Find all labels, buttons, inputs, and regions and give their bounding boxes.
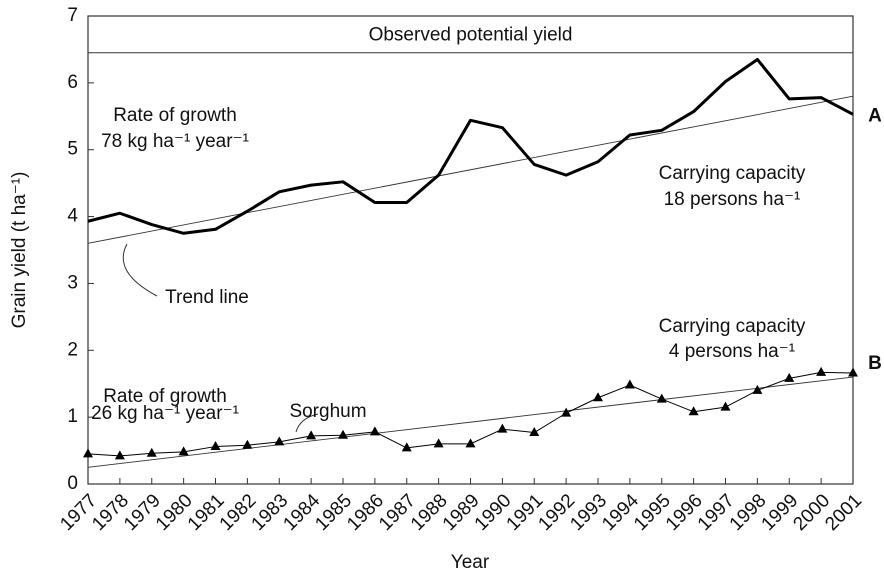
triangle-marker [497, 423, 508, 433]
annotation: 18 persons ha⁻¹ [664, 189, 801, 210]
annotation: Carrying capacity [659, 316, 806, 337]
triangle-marker [83, 448, 93, 458]
y-tick-label: 2 [67, 339, 78, 360]
sorghum-callout [295, 413, 319, 433]
y-tick-label: 6 [67, 72, 78, 93]
triangle-marker [146, 447, 157, 457]
triangle-marker [433, 438, 444, 448]
annotation: 4 persons ha⁻¹ [669, 341, 795, 362]
triangle-marker [465, 438, 476, 448]
annotation: 26 kg ha⁻¹ year⁻¹ [91, 403, 239, 424]
triangle-marker [561, 407, 572, 417]
series-line [87, 57, 854, 235]
y-tick-label: 5 [67, 139, 78, 160]
y-tick-label: 0 [67, 473, 78, 494]
triangle-marker [274, 436, 285, 446]
triangle-marker [624, 379, 635, 389]
series-label: B [868, 353, 882, 374]
annotation: Trend line [165, 287, 249, 308]
annotation: Sorghum [289, 401, 366, 422]
annotation: Rate of growth [103, 386, 227, 407]
annotation: 78 kg ha⁻¹ year⁻¹ [101, 131, 249, 152]
triangle-marker [688, 406, 699, 416]
triangle-marker [114, 450, 125, 460]
potential-yield-label: Observed potential yield [369, 24, 573, 45]
triangle-marker [529, 427, 540, 437]
triangle-marker [242, 439, 253, 449]
triangle-marker [401, 442, 412, 452]
x-tick-label: 2001 [821, 490, 866, 535]
trend-line [87, 95, 854, 244]
annotation: Carrying capacity [659, 163, 806, 184]
triangle-marker [178, 446, 189, 456]
y-tick-label: 7 [67, 5, 78, 26]
y-tick-label: 4 [67, 206, 78, 227]
y-tick-label: 3 [67, 272, 78, 293]
triangle-marker [369, 426, 380, 436]
triangle-marker [720, 401, 731, 411]
triangle-marker [656, 393, 667, 403]
triangle-marker [338, 429, 348, 439]
y-axis-label: Grain yield (t ha⁻¹) [9, 172, 30, 329]
y-tick-label: 1 [67, 406, 78, 427]
triangle-marker [210, 441, 221, 451]
triangle-marker [784, 372, 795, 382]
triangle-marker [848, 367, 858, 377]
triangle-marker [593, 392, 603, 402]
trend-callout [122, 243, 158, 297]
triangle-marker [306, 430, 317, 440]
x-axis-label: Year [451, 552, 490, 573]
triangle-marker [816, 366, 827, 376]
annotation: Rate of growth [113, 105, 237, 126]
trend-line [87, 376, 854, 468]
triangle-marker [752, 384, 763, 394]
series-label: A [868, 105, 882, 126]
